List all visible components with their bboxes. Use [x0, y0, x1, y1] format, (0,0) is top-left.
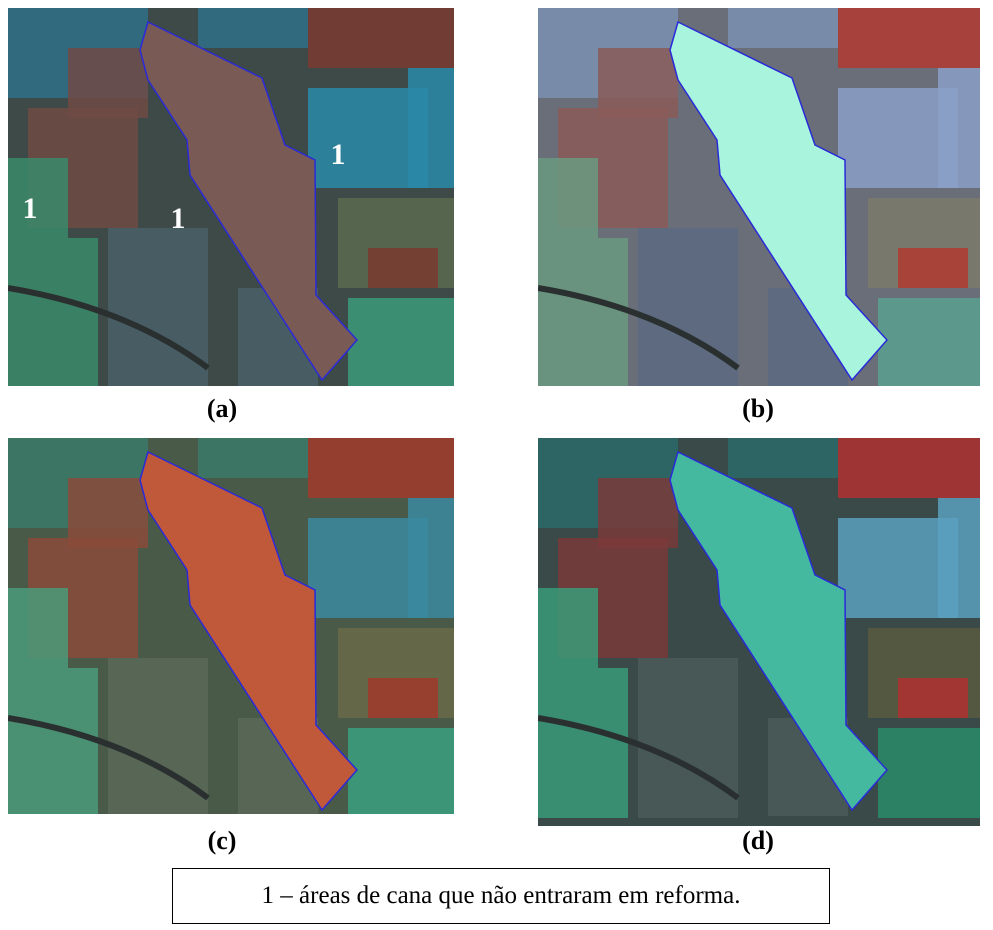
field-patch	[938, 498, 980, 618]
field-patch	[108, 228, 208, 386]
field-patch	[898, 248, 968, 288]
field-patch	[8, 588, 68, 668]
field-patch	[368, 248, 438, 288]
field-patch	[8, 668, 98, 814]
field-patch	[898, 678, 968, 718]
field-patch	[878, 728, 980, 818]
field-patch	[538, 668, 628, 818]
field-patch	[538, 158, 598, 238]
field-patch	[408, 498, 454, 618]
field-patch	[308, 438, 454, 498]
field-patch	[348, 298, 454, 386]
image-panel	[538, 8, 980, 386]
field-patch	[348, 728, 454, 814]
field-patch	[598, 48, 678, 118]
field-patch	[638, 658, 738, 818]
field-patch	[408, 68, 454, 188]
image-panel	[8, 438, 454, 814]
field-patch	[838, 8, 980, 68]
field-patch	[538, 238, 628, 386]
field-patch	[68, 478, 148, 548]
field-patch	[8, 238, 98, 386]
image-panel: 1 1 1	[8, 8, 454, 386]
field-patch	[838, 438, 980, 498]
field-patch	[308, 8, 454, 68]
panel-label: (c)	[182, 826, 262, 856]
field-patch	[198, 438, 308, 478]
field-patch	[8, 158, 68, 238]
panel-label: (d)	[718, 826, 798, 856]
panel-label: (a)	[182, 394, 262, 424]
field-patch	[728, 8, 838, 48]
field-patch	[368, 678, 438, 718]
image-panel	[538, 438, 980, 826]
field-patch	[598, 478, 678, 548]
field-patch	[938, 68, 980, 188]
field-patch	[198, 8, 308, 48]
field-patch	[728, 438, 838, 478]
field-patch	[538, 588, 598, 668]
legend-box: 1 – áreas de cana que não entraram em re…	[172, 868, 830, 924]
field-patch	[68, 48, 148, 118]
panel-label: (b)	[718, 394, 798, 424]
field-patch	[878, 298, 980, 386]
area-annotation: 1	[171, 202, 186, 235]
area-annotation: 1	[331, 138, 346, 171]
field-patch	[638, 228, 738, 386]
area-annotation: 1	[23, 192, 38, 225]
figure: 1 1 1 (a) (b) (c) (d) 1 – áreas de cana qu…	[0, 0, 993, 930]
